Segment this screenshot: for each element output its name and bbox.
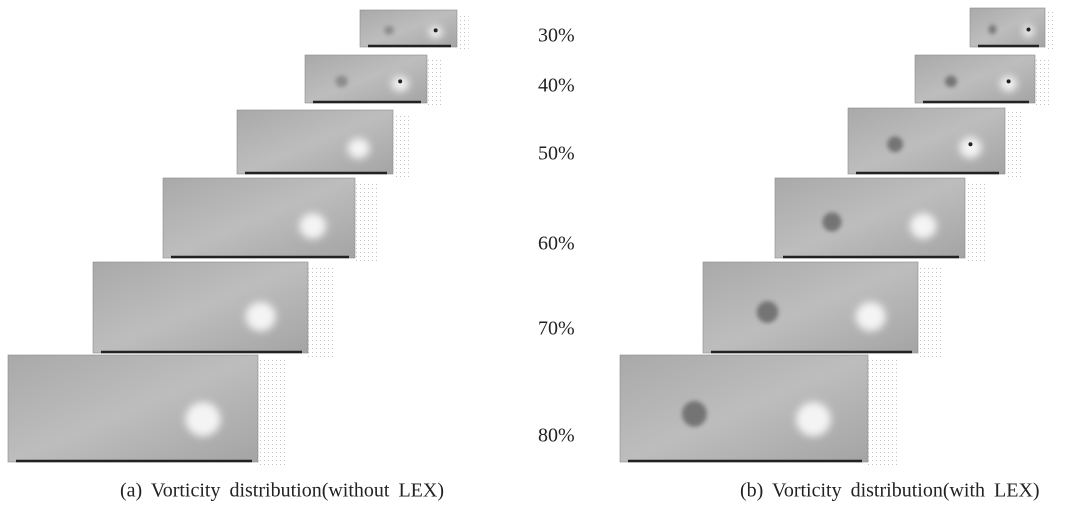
image-shadow — [1035, 59, 1049, 107]
vortex-core — [968, 142, 972, 146]
vorticity-image — [305, 55, 427, 103]
white-vortex — [186, 402, 221, 436]
caption-b: (b) Vorticity distribution(with LEX) — [740, 480, 1040, 502]
level-label: 40% — [538, 75, 575, 97]
level-label: 30% — [538, 25, 575, 47]
image-shadow — [355, 182, 378, 262]
white-vortex — [910, 213, 937, 239]
image-shadow — [258, 359, 288, 466]
image-shadow — [457, 14, 469, 51]
dark-vortex — [989, 25, 997, 34]
image-shadow — [1005, 112, 1024, 178]
vorticity-image — [620, 355, 868, 462]
white-vortex — [796, 402, 831, 436]
dark-vortex — [682, 401, 707, 427]
white-vortex — [392, 76, 409, 91]
level-label: 80% — [538, 425, 575, 447]
image-shadow — [1045, 12, 1055, 51]
image-shadow — [965, 182, 988, 262]
vortex-core — [1027, 27, 1031, 31]
vorticity-image — [8, 355, 258, 462]
image-shadow — [427, 59, 442, 107]
dark-vortex — [945, 76, 957, 88]
vorticity-image — [163, 178, 355, 258]
white-vortex — [1000, 76, 1017, 91]
level-label: 70% — [538, 318, 575, 340]
image-shadow — [308, 266, 334, 357]
vorticity-image — [848, 108, 1005, 174]
vorticity-image — [237, 110, 393, 174]
vortex-core — [398, 79, 402, 83]
caption-a: (a) Vorticity distribution(without LEX) — [120, 480, 444, 502]
white-vortex — [856, 302, 886, 331]
dark-vortex — [823, 212, 842, 231]
dark-vortex — [757, 301, 779, 323]
white-vortex — [299, 213, 326, 239]
white-vortex — [959, 137, 981, 158]
level-label: 50% — [538, 143, 575, 165]
vorticity-image — [775, 178, 965, 258]
vortex-core — [434, 28, 438, 32]
image-shadow — [393, 114, 412, 178]
image-shadow — [868, 359, 898, 466]
vorticity-image — [360, 10, 457, 47]
white-vortex — [246, 302, 276, 331]
level-label: 60% — [538, 233, 575, 255]
dark-vortex — [887, 136, 903, 152]
figure: (a) Vorticity distribution(without LEX) … — [0, 0, 1073, 517]
vorticity-image — [703, 262, 918, 353]
white-vortex — [348, 138, 370, 158]
vortex-core — [1007, 79, 1011, 83]
panels — [8, 8, 1055, 466]
vorticity-image — [93, 262, 308, 353]
dark-vortex — [336, 76, 348, 88]
dark-vortex — [384, 26, 394, 35]
vorticity-image — [970, 8, 1045, 47]
image-shadow — [918, 266, 944, 357]
vorticity-image — [915, 55, 1035, 103]
